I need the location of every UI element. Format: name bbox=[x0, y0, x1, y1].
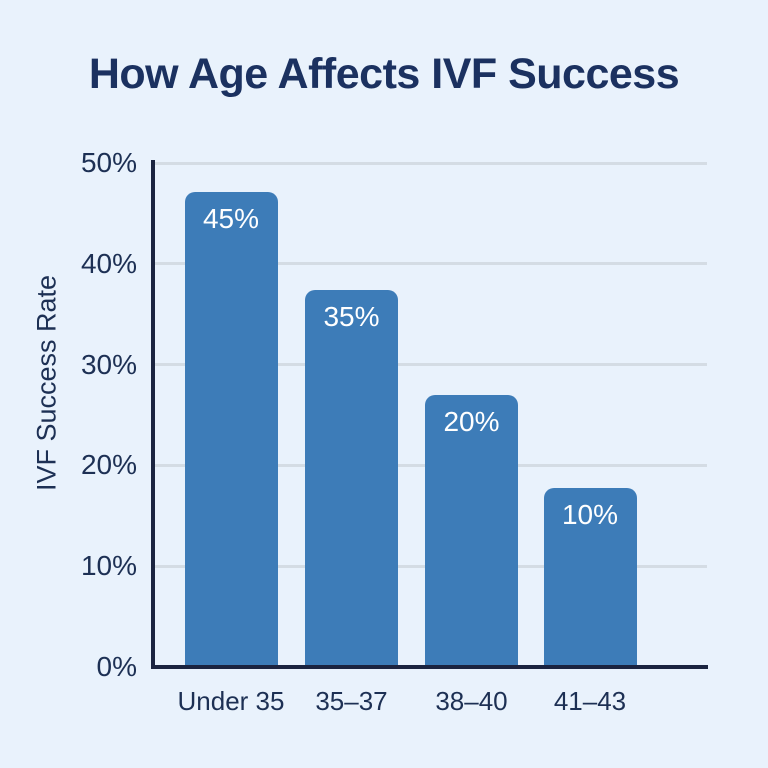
bar-under-35: 45% bbox=[184, 192, 278, 667]
x-tick-label-2: 38–40 bbox=[435, 686, 508, 716]
y-tick-label-0: 0% bbox=[96, 651, 137, 682]
bar-38-40: 20% bbox=[425, 394, 518, 667]
gridline-40 bbox=[153, 262, 707, 266]
bar-value-label: 45% bbox=[202, 203, 260, 235]
gridline-30 bbox=[153, 363, 707, 367]
gridline-50 bbox=[153, 161, 707, 165]
y-tick-label-50: 50% bbox=[80, 147, 137, 178]
y-tick-label-20: 20% bbox=[80, 449, 137, 481]
bar-35-37: 35% bbox=[305, 290, 398, 667]
y-tick-label-10: 10% bbox=[80, 550, 137, 582]
y-axis-line bbox=[151, 160, 155, 669]
y-axis-title: IVF Success Rate bbox=[31, 274, 62, 492]
x-tick-label-0: Under 35 bbox=[177, 686, 285, 716]
plot-area: 45% 35% 20% 10% bbox=[153, 161, 707, 667]
x-axis-line bbox=[151, 665, 708, 669]
y-tick-label-40: 40% bbox=[80, 247, 137, 279]
bar-41-43: 10% bbox=[543, 487, 637, 667]
x-tick-label-3: 41–43 bbox=[553, 686, 627, 716]
bars-group: 45% 35% 20% 10% bbox=[153, 163, 707, 667]
x-tick-label-1: 35–37 bbox=[315, 686, 388, 716]
bar-value-label: 10% bbox=[561, 498, 619, 530]
bar-value-label: 20% bbox=[443, 405, 500, 437]
y-tick-label-30: 30% bbox=[80, 348, 137, 380]
chart-title: How Age Affects IVF Success bbox=[88, 50, 680, 98]
bar-value-label: 35% bbox=[323, 301, 380, 333]
